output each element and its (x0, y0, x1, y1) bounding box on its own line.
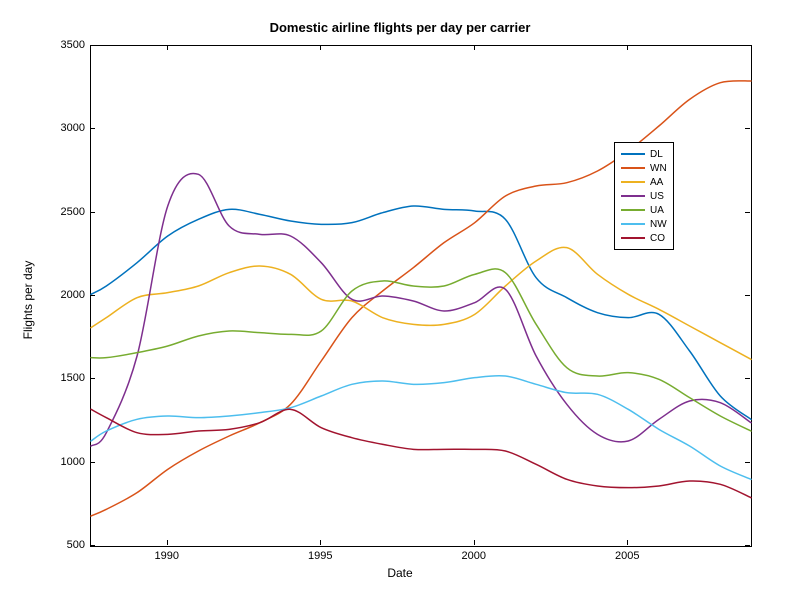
x-tick (167, 540, 168, 545)
legend-row: WN (621, 161, 667, 175)
legend-row: AA (621, 175, 667, 189)
legend-row: US (621, 189, 667, 203)
legend-row: UA (621, 203, 667, 217)
series-CO (91, 409, 751, 497)
chart-container: Domestic airline flights per day per car… (0, 0, 800, 600)
legend-swatch (621, 237, 645, 239)
y-tick-label: 2500 (61, 206, 85, 218)
y-tick (90, 462, 95, 463)
x-axis-label: Date (0, 566, 800, 580)
y-tick (90, 545, 95, 546)
y-tick (90, 128, 95, 129)
y-tick (745, 295, 750, 296)
x-tick-label: 2005 (615, 550, 639, 562)
x-tick (320, 45, 321, 50)
x-tick (627, 45, 628, 50)
legend-swatch (621, 209, 645, 211)
legend-label: NW (650, 219, 667, 230)
y-tick-label: 1500 (61, 372, 85, 384)
y-tick (745, 545, 750, 546)
x-tick-label: 1990 (154, 550, 178, 562)
series-NW (91, 376, 751, 480)
legend: DL WN AA US UA NW CO (614, 142, 674, 250)
x-tick-label: 2000 (461, 550, 485, 562)
y-tick (745, 462, 750, 463)
legend-swatch (621, 181, 645, 183)
y-tick (90, 378, 95, 379)
y-tick (745, 128, 750, 129)
y-tick-label: 500 (67, 539, 85, 551)
legend-label: US (650, 191, 664, 202)
y-tick (90, 45, 95, 46)
y-tick-label: 2000 (61, 289, 85, 301)
legend-swatch (621, 223, 645, 225)
legend-label: CO (650, 233, 665, 244)
legend-label: AA (650, 177, 663, 188)
series-UA (91, 269, 751, 431)
legend-row: NW (621, 217, 667, 231)
y-tick (90, 212, 95, 213)
x-tick (320, 540, 321, 545)
y-tick (745, 212, 750, 213)
y-tick (745, 378, 750, 379)
x-tick-label: 1995 (308, 550, 332, 562)
line-series-svg (91, 46, 751, 546)
chart-title: Domestic airline flights per day per car… (0, 20, 800, 35)
plot-area (90, 45, 752, 547)
legend-label: WN (650, 163, 667, 174)
y-tick-label: 3500 (61, 39, 85, 51)
y-axis-label: Flights per day (21, 261, 35, 340)
x-tick (627, 540, 628, 545)
legend-swatch (621, 167, 645, 169)
legend-row: DL (621, 147, 667, 161)
x-tick (167, 45, 168, 50)
legend-row: CO (621, 231, 667, 245)
legend-label: UA (650, 205, 664, 216)
legend-swatch (621, 153, 645, 155)
legend-label: DL (650, 149, 663, 160)
y-tick-label: 3000 (61, 122, 85, 134)
legend-swatch (621, 195, 645, 197)
x-tick (474, 45, 475, 50)
y-tick (745, 45, 750, 46)
y-tick (90, 295, 95, 296)
y-tick-label: 1000 (61, 456, 85, 468)
x-tick (474, 540, 475, 545)
